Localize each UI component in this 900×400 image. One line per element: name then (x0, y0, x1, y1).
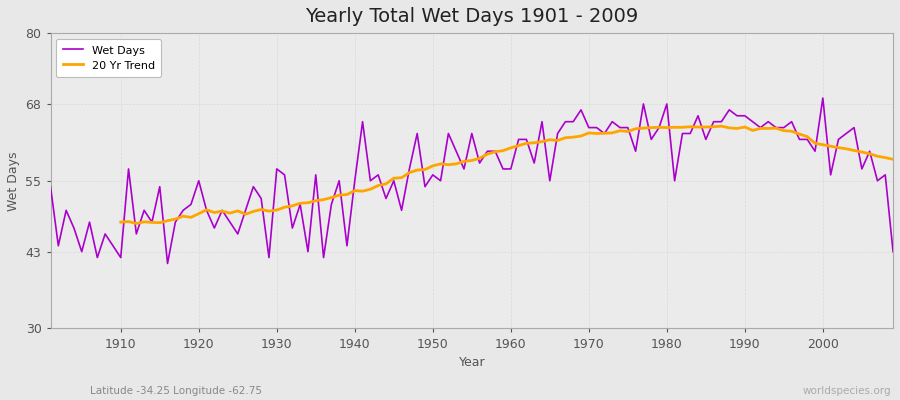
20 Yr Trend (887, 157, 898, 162)
Title: Yearly Total Wet Days 1901 - 2009: Yearly Total Wet Days 1901 - 2009 (305, 7, 638, 26)
Legend: Wet Days, 20 Yr Trend: Wet Days, 20 Yr Trend (56, 39, 161, 77)
X-axis label: Year: Year (458, 356, 485, 369)
Line: 20 Yr Trend: 20 Yr Trend (121, 126, 893, 224)
20 Yr Trend (716, 124, 727, 128)
Wet Days (513, 137, 524, 142)
Wet Days (107, 243, 118, 248)
Text: Latitude -34.25 Longitude -62.75: Latitude -34.25 Longitude -62.75 (90, 386, 262, 396)
Wet Days (817, 96, 828, 100)
Wet Days (162, 261, 173, 266)
20 Yr Trend (521, 141, 532, 146)
20 Yr Trend (272, 208, 283, 212)
20 Yr Trend (130, 221, 141, 226)
Wet Days (887, 249, 898, 254)
Y-axis label: Wet Days: Wet Days (7, 151, 20, 210)
20 Yr Trend (841, 146, 851, 151)
Wet Days (45, 184, 56, 189)
Line: Wet Days: Wet Days (50, 98, 893, 264)
Wet Days (334, 178, 345, 183)
20 Yr Trend (583, 130, 594, 135)
20 Yr Trend (115, 220, 126, 224)
Wet Days (506, 166, 517, 171)
20 Yr Trend (302, 200, 313, 205)
Wet Days (287, 226, 298, 230)
Wet Days (607, 119, 617, 124)
20 Yr Trend (864, 151, 875, 156)
Text: worldspecies.org: worldspecies.org (803, 386, 891, 396)
